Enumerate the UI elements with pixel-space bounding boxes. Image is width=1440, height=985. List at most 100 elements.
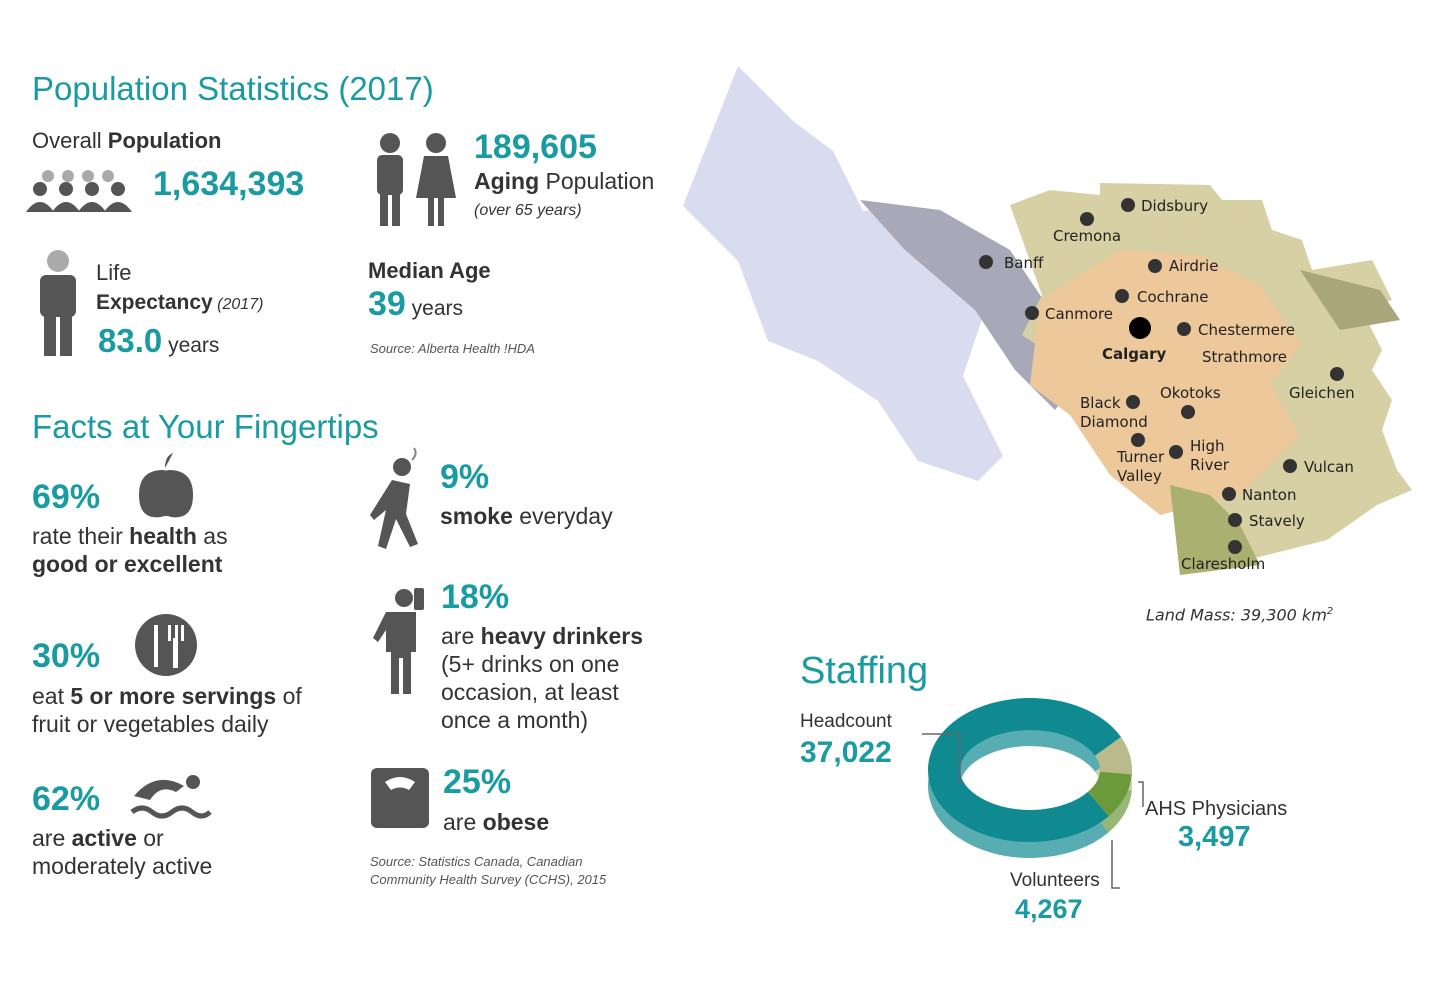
label: AHS Physicians — [1145, 798, 1288, 820]
text: as — [196, 523, 228, 549]
city-label: Nanton — [1242, 486, 1297, 504]
east-zone — [1300, 270, 1400, 330]
apple-icon — [139, 453, 193, 518]
map — [683, 66, 1412, 575]
line: once a month) — [441, 706, 643, 734]
value: 83.0 — [98, 322, 163, 359]
line: are heavy drinkers — [441, 622, 643, 650]
fork-icon — [135, 614, 197, 676]
text: smoke — [440, 503, 513, 529]
person-icon — [40, 250, 76, 356]
city-dot — [1222, 487, 1236, 501]
city-dot — [1330, 367, 1344, 381]
text: Aging — [474, 168, 540, 194]
value: 3,497 — [1178, 821, 1251, 853]
city-label: Claresholm — [1181, 555, 1265, 573]
line: are active or — [32, 824, 212, 852]
unit: years — [162, 334, 220, 357]
fact-text: eat 5 or more servings of fruit or vegeta… — [32, 682, 302, 738]
text: 2 — [1326, 606, 1334, 617]
text: eat — [32, 683, 71, 709]
fact-value: 30% — [32, 637, 101, 675]
segment — [1094, 737, 1132, 775]
line: (5+ drinks on one — [441, 650, 643, 678]
city-label: Chestermere — [1198, 321, 1295, 339]
fact-value: 69% — [32, 478, 101, 516]
line: smoke everyday — [440, 502, 613, 530]
city-dot — [1131, 433, 1145, 447]
label: Headcount — [800, 711, 892, 732]
label: Median Age — [368, 258, 491, 283]
fact-text: are obese — [443, 808, 549, 836]
source: Source: Statistics Canada, Canadian Commu… — [370, 853, 606, 889]
text: 5 or more servings — [70, 683, 277, 709]
city-label: High — [1190, 437, 1224, 455]
line: are obese — [443, 808, 549, 836]
text: good or excellent — [32, 551, 223, 577]
smoker-icon — [370, 447, 418, 549]
text: are — [32, 825, 72, 851]
unit: years — [405, 297, 464, 320]
text: (2017) — [212, 296, 264, 313]
icons — [26, 133, 456, 828]
line: rate their health as — [32, 522, 228, 550]
title: Facts at Your Fingertips — [32, 408, 379, 445]
couple-icon — [377, 133, 456, 226]
fact-text: rate their health as good or excellent — [32, 522, 228, 578]
city-dot — [1080, 212, 1094, 226]
text: heavy drinkers — [480, 623, 644, 649]
text: rate their — [32, 523, 130, 549]
city-label: Airdrie — [1169, 257, 1218, 275]
text: Source: Statistics Canada, Canadian — [370, 854, 583, 869]
scale-icon — [371, 768, 429, 828]
city-dot — [1121, 198, 1135, 212]
text: (5+ drinks on one — [441, 651, 620, 677]
source: Source: Alberta Health !HDA — [370, 341, 535, 356]
mountains — [683, 66, 1013, 481]
value: 39 — [368, 285, 406, 323]
text: obese — [482, 809, 550, 835]
segment — [1087, 770, 1132, 817]
value-row: 39 years — [368, 287, 463, 321]
text: Land Mass: 39,300 km — [1146, 605, 1327, 625]
label: Aging Population — [474, 170, 654, 193]
mountain-band — [860, 200, 1070, 410]
value: 1,634,393 — [153, 165, 305, 203]
label: Expectancy (2017) — [96, 292, 263, 313]
city-label: Black — [1080, 394, 1121, 412]
fact-value: 25% — [443, 763, 512, 801]
city-dot — [979, 255, 993, 269]
fact-value: 18% — [441, 578, 510, 616]
text: once a month) — [441, 707, 589, 733]
city-label: Diamond — [1080, 413, 1148, 431]
text: Community Health Survey (CCHS), 2015 — [370, 872, 607, 887]
city-dot — [1126, 395, 1140, 409]
city-dot — [1025, 306, 1039, 320]
leaders — [922, 733, 1144, 889]
label: Volunteers — [1010, 870, 1100, 891]
city-label: Banff — [1004, 254, 1044, 272]
text: or — [136, 825, 164, 851]
city-label: Vulcan — [1304, 458, 1354, 476]
city-label: River — [1190, 456, 1230, 474]
city-dot — [1115, 289, 1129, 303]
line: good or excellent — [32, 550, 228, 578]
text: fruit or vegetables daily — [32, 711, 269, 737]
city-dot — [1228, 513, 1242, 527]
city-label: Canmore — [1045, 305, 1113, 323]
title: Staffing — [800, 650, 929, 692]
line: fruit or vegetables daily — [32, 710, 302, 738]
text: Population — [539, 168, 655, 194]
text: are — [443, 809, 483, 835]
city-label: Valley — [1117, 467, 1162, 485]
crowd-icon — [26, 170, 132, 212]
segment — [928, 698, 1121, 842]
value-row: 83.0 years — [98, 324, 219, 357]
text: of — [276, 683, 302, 709]
swimmer-icon — [130, 775, 212, 819]
city-dot — [1129, 317, 1151, 339]
fact-text: are active or moderately active — [32, 824, 212, 880]
text: moderately active — [32, 853, 213, 879]
fact-value: 62% — [32, 780, 101, 818]
label: Life — [96, 260, 132, 285]
